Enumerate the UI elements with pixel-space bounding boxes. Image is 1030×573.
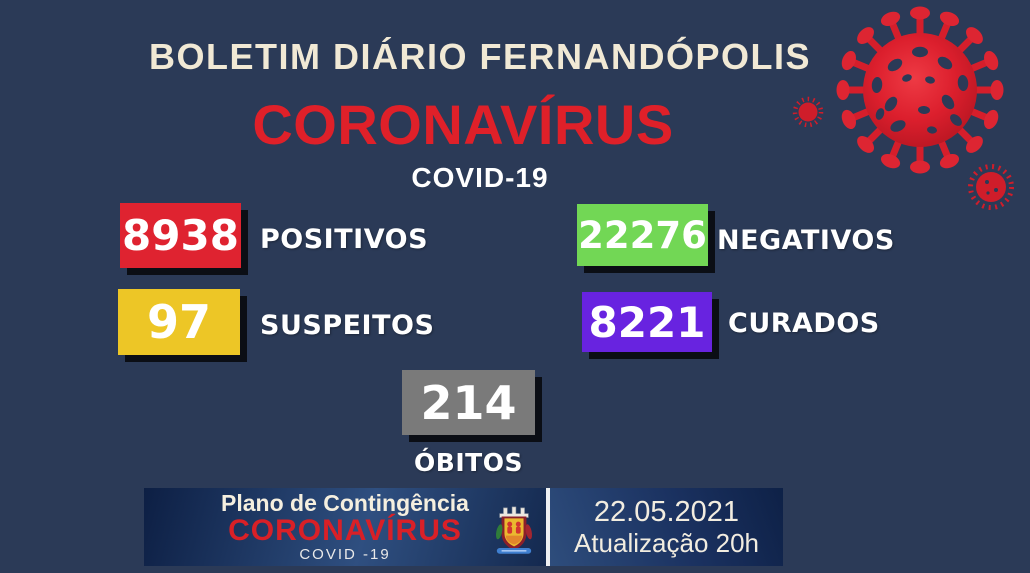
stat-value-obitos: 214 bbox=[420, 375, 517, 430]
stat-label-positivos: POSITIVOS bbox=[260, 224, 429, 255]
covid19-heading: COVID-19 bbox=[411, 162, 549, 193]
coronavirus-icon bbox=[792, 6, 1014, 210]
stat-label-obitos: ÓBITOS bbox=[414, 448, 523, 477]
small-virus-icon bbox=[792, 96, 824, 128]
footer-banner: Plano de Contingência CORONAVÍRUS COVID … bbox=[144, 488, 783, 566]
stat-box-obitos: 214 bbox=[402, 370, 535, 435]
page-title: BOLETIM DIÁRIO FERNANDÓPOLIS bbox=[149, 36, 811, 77]
big-virus-icon bbox=[792, 6, 1014, 210]
stat-box-suspeitos: 97 bbox=[118, 289, 240, 355]
stat-value-curados: 8221 bbox=[588, 297, 706, 347]
plan-coronavirus-label: CORONAVÍRUS bbox=[228, 513, 462, 547]
stat-box-negativos: 22276 bbox=[577, 204, 708, 266]
stat-box-curados: 8221 bbox=[582, 292, 712, 352]
stat-value-suspeitos: 97 bbox=[146, 295, 211, 349]
medium-virus-icon bbox=[968, 164, 1014, 210]
city-crest-icon bbox=[495, 506, 533, 554]
stat-label-curados: CURADOS bbox=[728, 308, 880, 339]
update-date: 22.05.2021 bbox=[593, 495, 740, 528]
coronavirus-heading: CORONAVÍRUS bbox=[252, 93, 674, 156]
plan-title: Plano de Contingência bbox=[221, 489, 469, 516]
stat-box-positivos: 8938 bbox=[120, 203, 241, 268]
footer-divider bbox=[546, 488, 550, 566]
plan-covid-label: COVID -19 bbox=[299, 545, 391, 563]
update-panel: 22.05.2021 Atualização 20h bbox=[550, 488, 783, 566]
stat-label-suspeitos: SUSPEITOS bbox=[260, 310, 435, 341]
stat-value-positivos: 8938 bbox=[122, 211, 239, 260]
stat-label-negativos: NEGATIVOS bbox=[717, 225, 895, 256]
stat-value-negativos: 22276 bbox=[578, 213, 707, 257]
update-time-label: Atualização 20h bbox=[573, 527, 760, 558]
contingency-plan-panel: Plano de Contingência CORONAVÍRUS COVID … bbox=[144, 488, 546, 566]
